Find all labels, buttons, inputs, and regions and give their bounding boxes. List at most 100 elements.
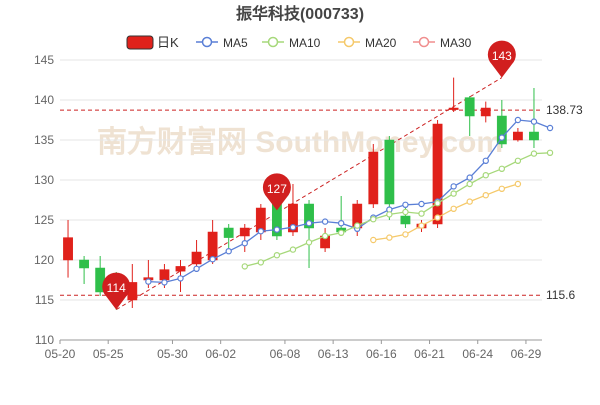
reference-label: 115.6	[546, 288, 575, 302]
x-tick-label: 05-30	[157, 347, 188, 361]
ma-point	[498, 165, 506, 172]
ma-line-ma20	[373, 183, 519, 241]
legend-label: MA30	[440, 36, 472, 50]
candle-body	[175, 266, 186, 272]
candle	[320, 228, 331, 252]
pin-label: 114	[107, 281, 126, 295]
x-tick-label: 06-29	[511, 347, 542, 361]
candle-body	[529, 131, 539, 141]
ma-point	[145, 278, 152, 285]
ma-point	[450, 205, 457, 212]
pin-label: 127	[267, 182, 287, 196]
candle	[512, 128, 523, 142]
ma-point	[193, 265, 200, 272]
candle-body	[432, 123, 443, 225]
grid: 110 115 120 125 130 135 140 145	[34, 53, 542, 347]
candle-body	[239, 227, 250, 237]
candle	[239, 224, 250, 252]
ma-point	[514, 180, 522, 188]
x-tick-label: 05-20	[45, 347, 76, 361]
candle-body	[480, 107, 491, 117]
legend-item: MA30	[413, 36, 472, 50]
legend-candle-swatch	[126, 35, 154, 50]
trend-line	[115, 77, 503, 311]
candles	[63, 77, 539, 310]
y-tick-label: 120	[34, 253, 54, 267]
candle-body	[384, 139, 395, 205]
ma-point	[418, 200, 425, 208]
candle-body	[304, 203, 314, 229]
candle-body	[496, 115, 507, 145]
ma-point	[418, 222, 425, 229]
axes: 05-20 05-25 05-30 06-02 06-08 06-13 06-16 06-21…	[45, 339, 542, 361]
candle	[255, 204, 266, 240]
ma-point	[337, 229, 345, 236]
legend-marker-swatch	[418, 36, 430, 48]
ma-point	[337, 219, 345, 227]
ma-point	[482, 191, 489, 199]
ma-point	[177, 275, 184, 282]
ma-point	[514, 157, 522, 164]
ma-point	[498, 134, 506, 141]
ma-point	[514, 116, 522, 124]
ma-point	[402, 231, 409, 238]
candle	[304, 200, 314, 268]
x-tick-label: 06-21	[414, 347, 445, 361]
candle	[529, 88, 539, 148]
candle-body	[223, 227, 234, 238]
ma-point	[466, 180, 473, 188]
candle-body	[464, 97, 475, 117]
legend-item: MA20	[338, 36, 397, 50]
ma-point	[450, 190, 457, 197]
ma-point	[530, 118, 538, 125]
ma-point	[161, 279, 168, 286]
ma-point	[434, 199, 441, 207]
legend-marker-swatch	[267, 36, 279, 48]
ma-point	[530, 150, 538, 157]
ma-point	[289, 246, 297, 253]
reference-lines: 138.73 115.6	[60, 77, 583, 311]
candle	[464, 96, 475, 136]
ma-point	[370, 236, 377, 244]
ma-point	[402, 201, 409, 208]
ma-point	[225, 247, 232, 255]
candle-body	[368, 151, 379, 205]
legend: 日K MA5 MA10 MA20 MA30	[126, 35, 472, 50]
candle	[480, 101, 491, 123]
reference-label: 138.73	[546, 103, 583, 117]
candle-body	[512, 131, 523, 141]
chart-title: 振华科技(000733)	[236, 4, 364, 23]
x-tick-label: 06-02	[205, 347, 236, 361]
ma-point	[321, 232, 329, 240]
y-tick-label: 135	[34, 133, 54, 147]
candle	[448, 77, 459, 112]
y-tick-label: 130	[34, 173, 54, 187]
pin-shape	[102, 272, 131, 310]
ma-point	[482, 171, 489, 179]
legend-label: MA5	[223, 36, 248, 50]
ma-point	[498, 185, 506, 192]
ma-point	[418, 210, 425, 217]
candle-body	[79, 259, 90, 269]
x-tick-label: 06-08	[270, 347, 301, 361]
pin-shape	[487, 40, 516, 78]
price-pin: 114	[102, 272, 131, 310]
ma-point	[305, 239, 313, 246]
ma-point	[450, 183, 457, 190]
ma-point	[482, 157, 489, 164]
ma-point	[241, 263, 248, 270]
candle	[432, 120, 443, 228]
ma-point	[241, 239, 248, 247]
candle-body	[448, 107, 459, 110]
x-tick-label: 06-16	[366, 347, 397, 361]
ma-point	[305, 219, 313, 227]
ma-point	[546, 149, 554, 156]
ma-point	[386, 234, 393, 241]
legend-item: MA5	[196, 36, 248, 50]
y-tick-label: 110	[35, 333, 54, 347]
ma-point	[209, 256, 216, 263]
legend-marker-swatch	[201, 36, 213, 48]
ma-point	[386, 211, 393, 218]
ma-point	[257, 227, 265, 235]
